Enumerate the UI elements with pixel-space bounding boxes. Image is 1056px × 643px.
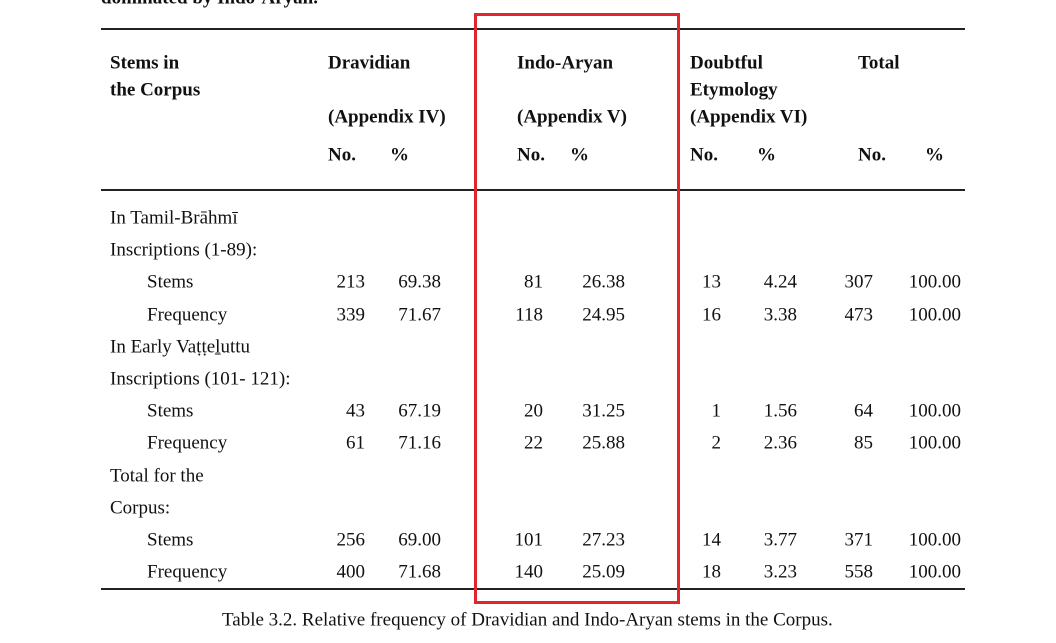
cell: 2 [711,432,722,454]
row-label: Stems [147,529,194,551]
cell: 25.09 [582,561,625,583]
cell: 2.36 [763,432,797,454]
cell: 140 [514,561,544,583]
appendix-label: (Appendix IV) [328,106,446,128]
sub-header: No. [690,144,718,166]
cell: 100.00 [908,304,961,326]
sub-header: No. [517,144,545,166]
cell: 473 [844,304,874,326]
cell: 400 [336,561,366,583]
cell: 71.68 [398,561,441,583]
cell: 100.00 [908,271,961,293]
cell: 25.88 [582,432,625,454]
cell: 100.00 [908,561,961,583]
row-label: Frequency [147,432,228,454]
cell: 18 [702,561,721,583]
row-label-header: Stems in [110,52,180,74]
group-header: Etymology [690,79,778,101]
sub-header: % [925,144,944,166]
appendix-label: (Appendix V) [517,106,627,128]
cell: 16 [702,304,721,326]
cell: 43 [346,400,365,422]
appendix-label: (Appendix VI) [690,106,808,128]
caption: Table 3.2. Relative frequency of Dravidi… [222,609,833,631]
row-label: Inscriptions (1-89): [110,239,258,261]
sub-header: % [570,144,589,166]
row-label: Total for the [110,465,204,487]
cell: 3.38 [763,304,797,326]
cell: 558 [844,561,874,583]
group-header: Indo-Aryan [517,52,614,74]
cell: 20 [524,400,543,422]
sub-header: % [390,144,409,166]
cell: 1.56 [763,400,797,422]
sub-header: % [757,144,776,166]
top-rule [101,28,965,30]
cell: 118 [515,304,543,326]
cell: 71.67 [398,304,441,326]
cell: 26.38 [582,271,625,293]
row-label-header: the Corpus [110,79,201,101]
group-header: Total [858,52,900,74]
cell: 100.00 [908,432,961,454]
group-header: Dravidian [328,52,411,74]
cell: 69.38 [398,271,441,293]
row-label: In Tamil-Brāhmī [110,207,238,229]
cell: 64 [854,400,873,422]
row-label: Stems [147,400,194,422]
group-header: Doubtful [690,52,763,74]
cell: 371 [844,529,874,551]
sub-header: No. [858,144,886,166]
row-label: In Early Vaṭṭeḻuttu [110,336,251,358]
row-label: Stems [147,271,194,293]
row-label: Frequency [147,561,228,583]
cell: 22 [524,432,543,454]
header-rule [101,189,965,191]
cell: 1 [711,400,722,422]
cell: 31.25 [582,400,625,422]
cell: 4.24 [763,271,797,293]
cell: 100.00 [908,400,961,422]
cell: 69.00 [398,529,441,551]
cell: 13 [702,271,721,293]
cell: 101 [514,529,544,551]
cell: 100.00 [908,529,961,551]
cell: 67.19 [398,400,441,422]
cell: 27.23 [582,529,625,551]
row-label: Corpus: [110,497,171,519]
row-label: Frequency [147,304,228,326]
cell: 307 [844,271,874,293]
row-label: Inscriptions (101- 121): [110,368,291,390]
sub-header: No. [328,144,356,166]
cell: 71.16 [398,432,441,454]
bottom-rule [101,588,965,590]
cell: 256 [336,529,366,551]
cell: 14 [702,529,721,551]
cell: 213 [336,271,366,293]
highlight-box [474,13,680,604]
cell: 3.23 [763,561,797,583]
cell: 24.95 [582,304,625,326]
cell: 85 [854,432,873,454]
cell: 339 [336,304,366,326]
cell: 61 [346,432,365,454]
cell: 3.77 [763,529,797,551]
intro-text: dominated by Indo-Aryan. [101,0,318,8]
cell: 81 [524,271,543,293]
